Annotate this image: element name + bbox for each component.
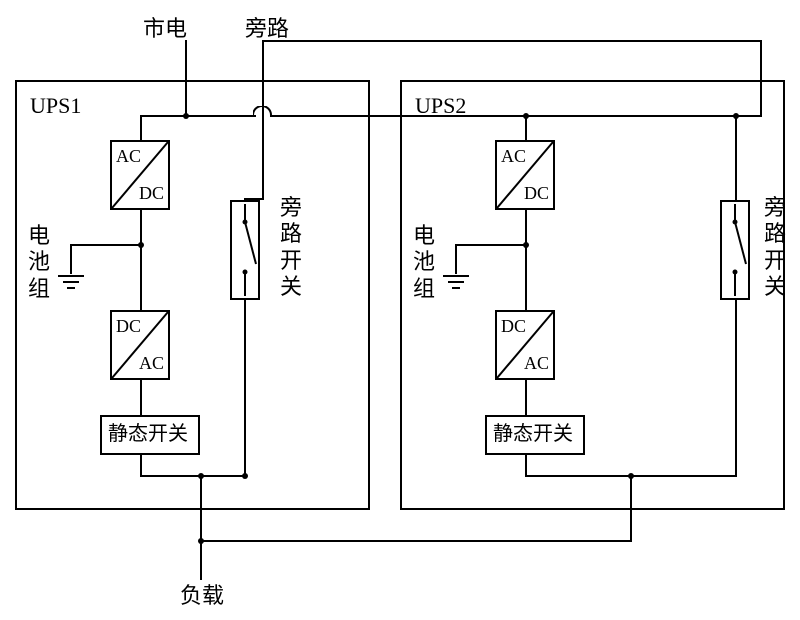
ups-parallel-diagram: 市电 旁路 UPS1 UPS2 AC DC 电池组 — [0, 0, 800, 620]
junction-dots — [0, 0, 800, 620]
